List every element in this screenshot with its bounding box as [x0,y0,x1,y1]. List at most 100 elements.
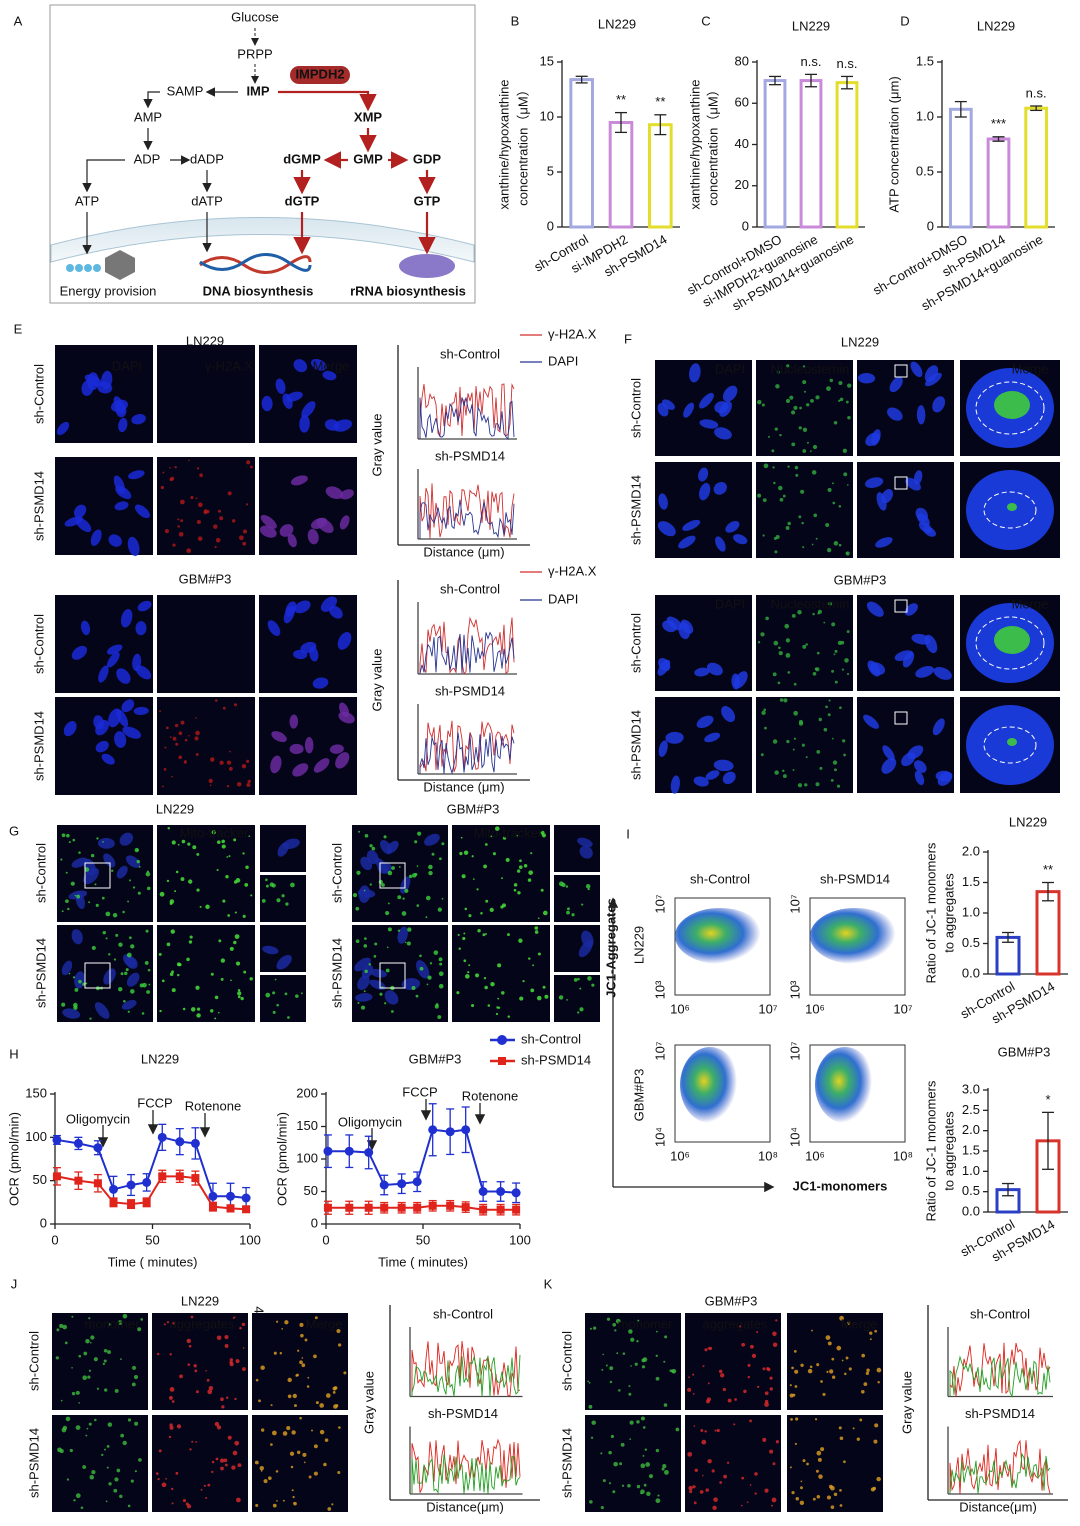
flow-tick-label: 10⁷ [787,1041,802,1060]
micrograph [585,1415,681,1512]
signal [762,1367,766,1371]
signal [222,899,226,903]
signal [113,1488,118,1493]
signal [211,1460,215,1464]
micrograph [252,1415,348,1512]
signal [175,1471,179,1475]
signal [741,1342,746,1347]
nucleus [706,662,723,676]
signal [195,730,200,736]
nucleus [94,1002,110,1019]
signal [723,1474,727,1479]
signal [211,1470,214,1474]
point [93,1143,103,1153]
signal [826,547,832,553]
signal [220,1466,224,1471]
point [241,1193,251,1203]
signal [648,1474,654,1479]
signal [78,979,82,984]
nucleus [338,711,355,724]
nucleus [722,771,736,785]
signal [779,698,784,702]
signal [111,869,114,872]
point [379,1180,389,1190]
y-tick-label: 2.0 [962,843,980,858]
signal [438,971,444,977]
signal [134,1421,139,1426]
point [364,1148,374,1157]
signal [813,513,818,518]
signal [270,1443,273,1446]
signal [217,1011,220,1014]
signal [587,888,590,891]
nucleus [108,534,122,547]
flow-tick-label: 10⁴ [652,1127,667,1147]
signal [438,983,444,989]
y-tick-label: 0 [40,1215,47,1230]
significance: * [1045,1092,1050,1107]
signal [763,708,767,712]
signal [186,548,192,554]
signal [187,1363,191,1367]
signal [816,1494,821,1499]
signal [833,653,836,656]
signal [275,1470,279,1473]
micrograph [685,1415,781,1512]
protein-icon [105,250,135,280]
signal [265,878,268,882]
signal [313,1354,317,1359]
signal [170,929,176,934]
signal [343,1371,347,1375]
signal [248,835,251,837]
nucleus [693,776,709,787]
point [428,1125,438,1135]
point [428,1201,437,1210]
signal [71,1391,76,1396]
legend-label: γ-H2A.X [548,563,597,578]
signal [773,640,779,646]
point [445,1127,455,1137]
signal [118,987,123,992]
signal [229,1358,234,1362]
signal [211,757,214,760]
signal [381,883,385,887]
signal [220,958,226,963]
signal [833,420,838,425]
signal [540,830,545,835]
signal [655,1354,658,1357]
signal [276,1500,278,1502]
signal [175,742,179,746]
signal [832,501,836,505]
signal [208,778,213,784]
signal [238,535,244,541]
signal [65,871,68,874]
signal [284,992,288,996]
series-line [56,1175,247,1211]
point [380,1203,389,1212]
signal [299,1416,302,1420]
signal [195,753,199,756]
signal [842,739,846,743]
signal [261,898,266,903]
signal [91,945,96,951]
signal [236,1497,241,1503]
profile-trace [949,1342,1051,1397]
signal [757,493,762,498]
atp-bead [75,264,83,272]
chart-title: LN229 [598,16,636,31]
nucleus [300,641,317,654]
signal [249,465,253,469]
nucleus [913,760,927,773]
signal [519,859,522,863]
signal [338,1343,342,1347]
signal [210,1009,214,1013]
signal [74,987,79,992]
signal [272,991,276,995]
signal [73,1002,78,1008]
signal [416,865,419,867]
nucleus [380,839,392,855]
small-image [260,875,306,922]
signal [877,1380,880,1384]
nucleus [115,485,132,500]
signal [108,1323,111,1326]
